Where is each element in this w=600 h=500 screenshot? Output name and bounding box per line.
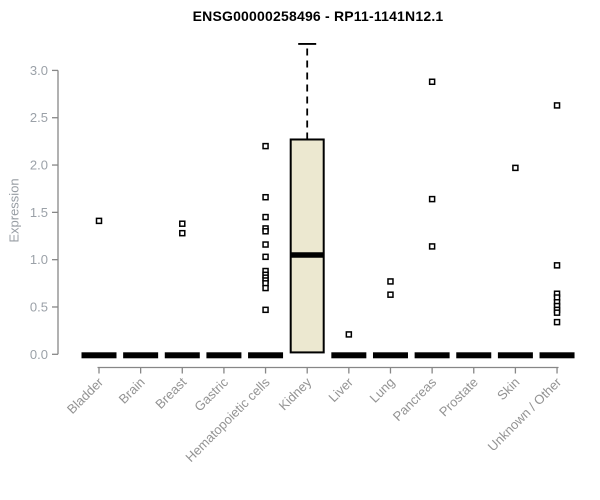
y-tick-label: 0.0 [30, 347, 48, 362]
zero-box-bar [372, 352, 408, 359]
category-label: Breast [152, 374, 189, 411]
outlier-point [179, 229, 186, 237]
zero-box-bar [331, 352, 367, 359]
y-tick-label: 1.0 [30, 252, 48, 267]
outlier-point [553, 262, 561, 269]
outlier-point [553, 318, 561, 326]
outlier-point [262, 306, 269, 314]
outlier-point [428, 243, 436, 250]
category-label: Pancreas [390, 374, 440, 424]
outlier-point [262, 253, 269, 261]
y-tick-label: 3.0 [30, 63, 48, 78]
box [289, 138, 325, 354]
chart-title: ENSG00000258496 - RP11-1141N12.1 [192, 8, 444, 24]
outlier-point [512, 164, 519, 172]
outlier-point [428, 195, 436, 203]
outlier-point [387, 278, 394, 285]
outlier-point [345, 331, 353, 338]
category-label: Bladder [64, 374, 107, 417]
y-tick-label: 0.5 [30, 299, 48, 314]
zero-box-bar [248, 352, 284, 359]
outlier-point [387, 291, 394, 298]
category-label: Kidney [276, 374, 315, 413]
outlier-point [262, 284, 269, 292]
y-tick-label: 1.5 [30, 205, 48, 220]
zero-box-bar [414, 352, 450, 359]
category-label: Brain [116, 375, 148, 407]
outlier-point [262, 241, 269, 248]
zero-box-bar [539, 352, 575, 359]
outlier-point [179, 220, 186, 227]
outlier-point [262, 213, 269, 221]
outlier-point [553, 309, 561, 316]
zero-box-bar [497, 352, 533, 359]
zero-box-bar [164, 352, 200, 359]
outlier-point [262, 228, 269, 235]
zero-box-bar [456, 352, 492, 359]
zero-box-bar [123, 352, 159, 359]
outlier-point [262, 193, 269, 201]
y-tick-label: 2.5 [30, 110, 48, 125]
zero-box-bar [81, 352, 117, 359]
outlier-point [262, 142, 269, 150]
category-label: Prostate [436, 375, 481, 420]
category-label: Lung [367, 375, 398, 406]
y-tick-label: 2.0 [30, 158, 48, 173]
outlier-point [95, 217, 103, 225]
category-label: Gastric [191, 374, 231, 414]
zero-box-bar [206, 352, 242, 359]
category-label: Skin [494, 375, 522, 403]
outlier-point [428, 78, 436, 86]
category-label: Liver [325, 374, 356, 405]
outlier-point [553, 102, 561, 109]
category-label: Unknown / Other [485, 374, 565, 454]
